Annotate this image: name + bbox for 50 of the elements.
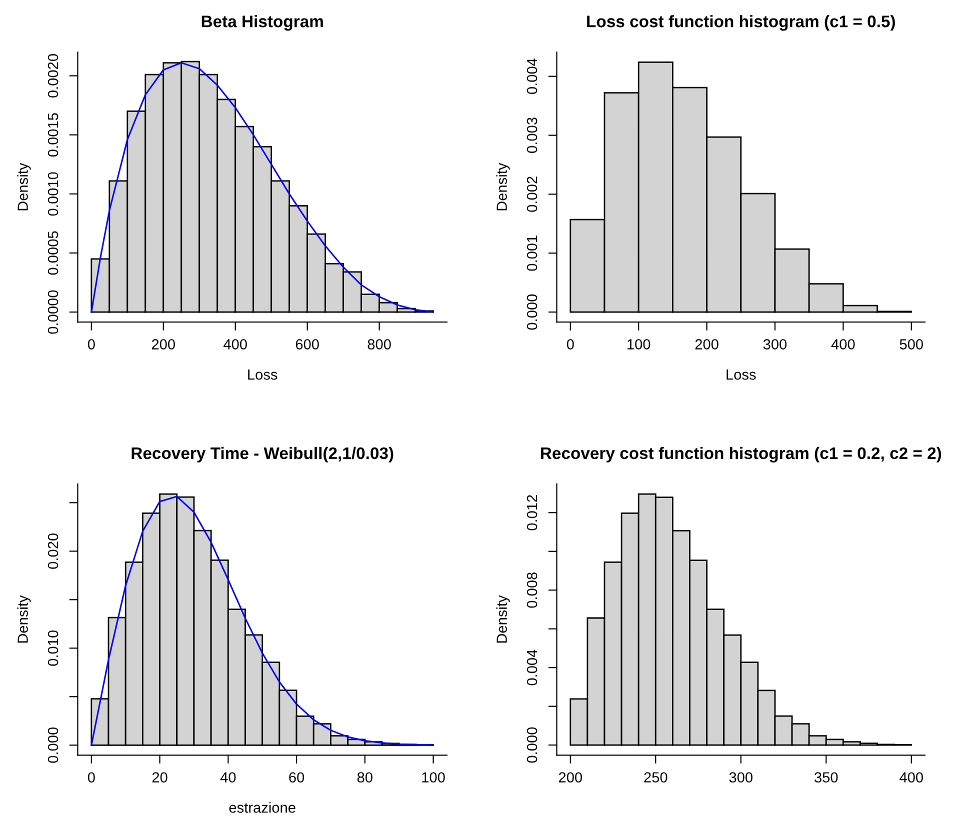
- x-tick-label: 200: [695, 339, 718, 350]
- x-tick-label: 400: [224, 339, 247, 350]
- x-axis-title: Loss: [726, 370, 756, 380]
- x-tick-label: 0: [566, 339, 574, 350]
- x-tick-label: 800: [368, 339, 391, 350]
- x-tick-label: 300: [763, 339, 787, 350]
- x-tick-label: 40: [220, 772, 236, 783]
- x-tick-label: 100: [422, 772, 445, 783]
- y-tick-label: 0.012: [526, 495, 538, 530]
- x-axis-title: estrazione: [229, 802, 296, 813]
- x-tick-label: 100: [628, 339, 650, 350]
- y-tick-label: 0.004: [526, 58, 538, 94]
- x-tick-label: 200: [558, 772, 582, 783]
- y-tick-label: 0.020: [48, 534, 58, 569]
- y-tick-label: 0.008: [526, 572, 538, 608]
- x-tick-label: 600: [296, 339, 319, 350]
- chart-title: Loss cost function histogram (c1 = 0.5): [587, 15, 895, 31]
- y-axis-title: Density: [17, 162, 31, 210]
- y-axis-title: Density: [496, 162, 510, 210]
- y-tick-label: 0.0000: [48, 290, 58, 334]
- y-tick-label: 0.0020: [48, 54, 58, 98]
- x-tick-label: 20: [152, 772, 168, 783]
- y-axis-title: Density: [17, 595, 31, 643]
- y-tick-label: 0.0015: [48, 113, 58, 157]
- y-tick-label: 0.001: [526, 236, 538, 271]
- x-tick-label: 300: [729, 772, 752, 783]
- y-tick-label: 0.002: [526, 176, 538, 212]
- y-tick-label: 0.0010: [48, 172, 58, 216]
- y-tick-label: 0.010: [48, 630, 58, 666]
- x-tick-label: 0: [88, 772, 95, 783]
- x-tick-label: 80: [357, 772, 372, 783]
- chart-title: Recovery Time - Weibull(2,1/0.03): [132, 446, 394, 462]
- x-tick-label: 0: [88, 339, 95, 350]
- y-tick-label: 0.0005: [48, 231, 58, 275]
- x-tick-label: 350: [814, 772, 838, 783]
- x-tick-label: 400: [831, 339, 855, 350]
- x-tick-label: 400: [900, 772, 923, 783]
- x-tick-label: 500: [900, 339, 923, 350]
- x-axis-title: Loss: [248, 370, 278, 380]
- y-tick-label: 0.004: [526, 650, 538, 686]
- y-tick-label: 0.000: [526, 294, 538, 330]
- y-tick-label: 0.000: [48, 727, 58, 763]
- x-tick-label: 200: [152, 339, 175, 350]
- x-tick-label: 60: [289, 772, 304, 783]
- y-axis-title: Density: [496, 595, 510, 643]
- y-tick-label: 0.000: [526, 727, 538, 763]
- chart-title: Recovery cost function histogram (c1 = 0.2, c2 = 2): [541, 446, 942, 462]
- chart-title: Beta Histogram: [202, 15, 323, 31]
- y-tick-label: 0.003: [526, 118, 538, 153]
- x-tick-label: 250: [644, 772, 668, 783]
